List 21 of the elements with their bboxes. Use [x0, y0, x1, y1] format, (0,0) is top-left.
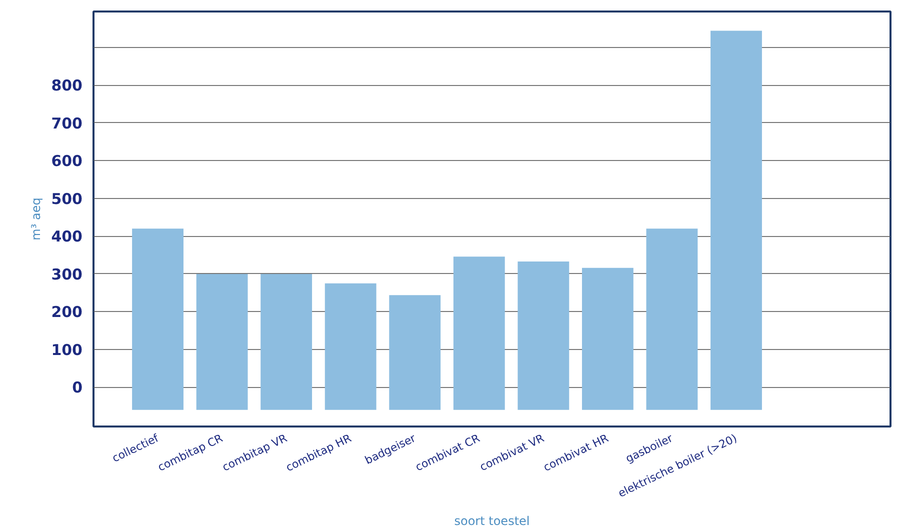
bar [453, 256, 505, 410]
y-tick-label: 0 [72, 378, 82, 397]
bar [710, 30, 762, 410]
y-tick-label: 300 [51, 265, 82, 284]
y-tick-label: 800 [51, 76, 82, 95]
bar [646, 228, 698, 410]
y-tick-label: 500 [51, 190, 82, 208]
y-tick-label: 600 [51, 152, 82, 170]
y-tick-label: 400 [51, 228, 82, 246]
y-axis-title: m³ aeq [29, 198, 44, 240]
bar [518, 261, 570, 410]
x-axis-title: soort toestel [454, 514, 530, 528]
bar [324, 283, 376, 410]
bar [132, 228, 184, 410]
y-tick-label: 100 [51, 340, 82, 359]
bar [196, 274, 248, 410]
y-tick-label: 200 [51, 303, 82, 322]
y-tick-label: 700 [51, 114, 82, 132]
bar [260, 274, 312, 410]
bar [582, 268, 634, 410]
bar [389, 295, 441, 410]
